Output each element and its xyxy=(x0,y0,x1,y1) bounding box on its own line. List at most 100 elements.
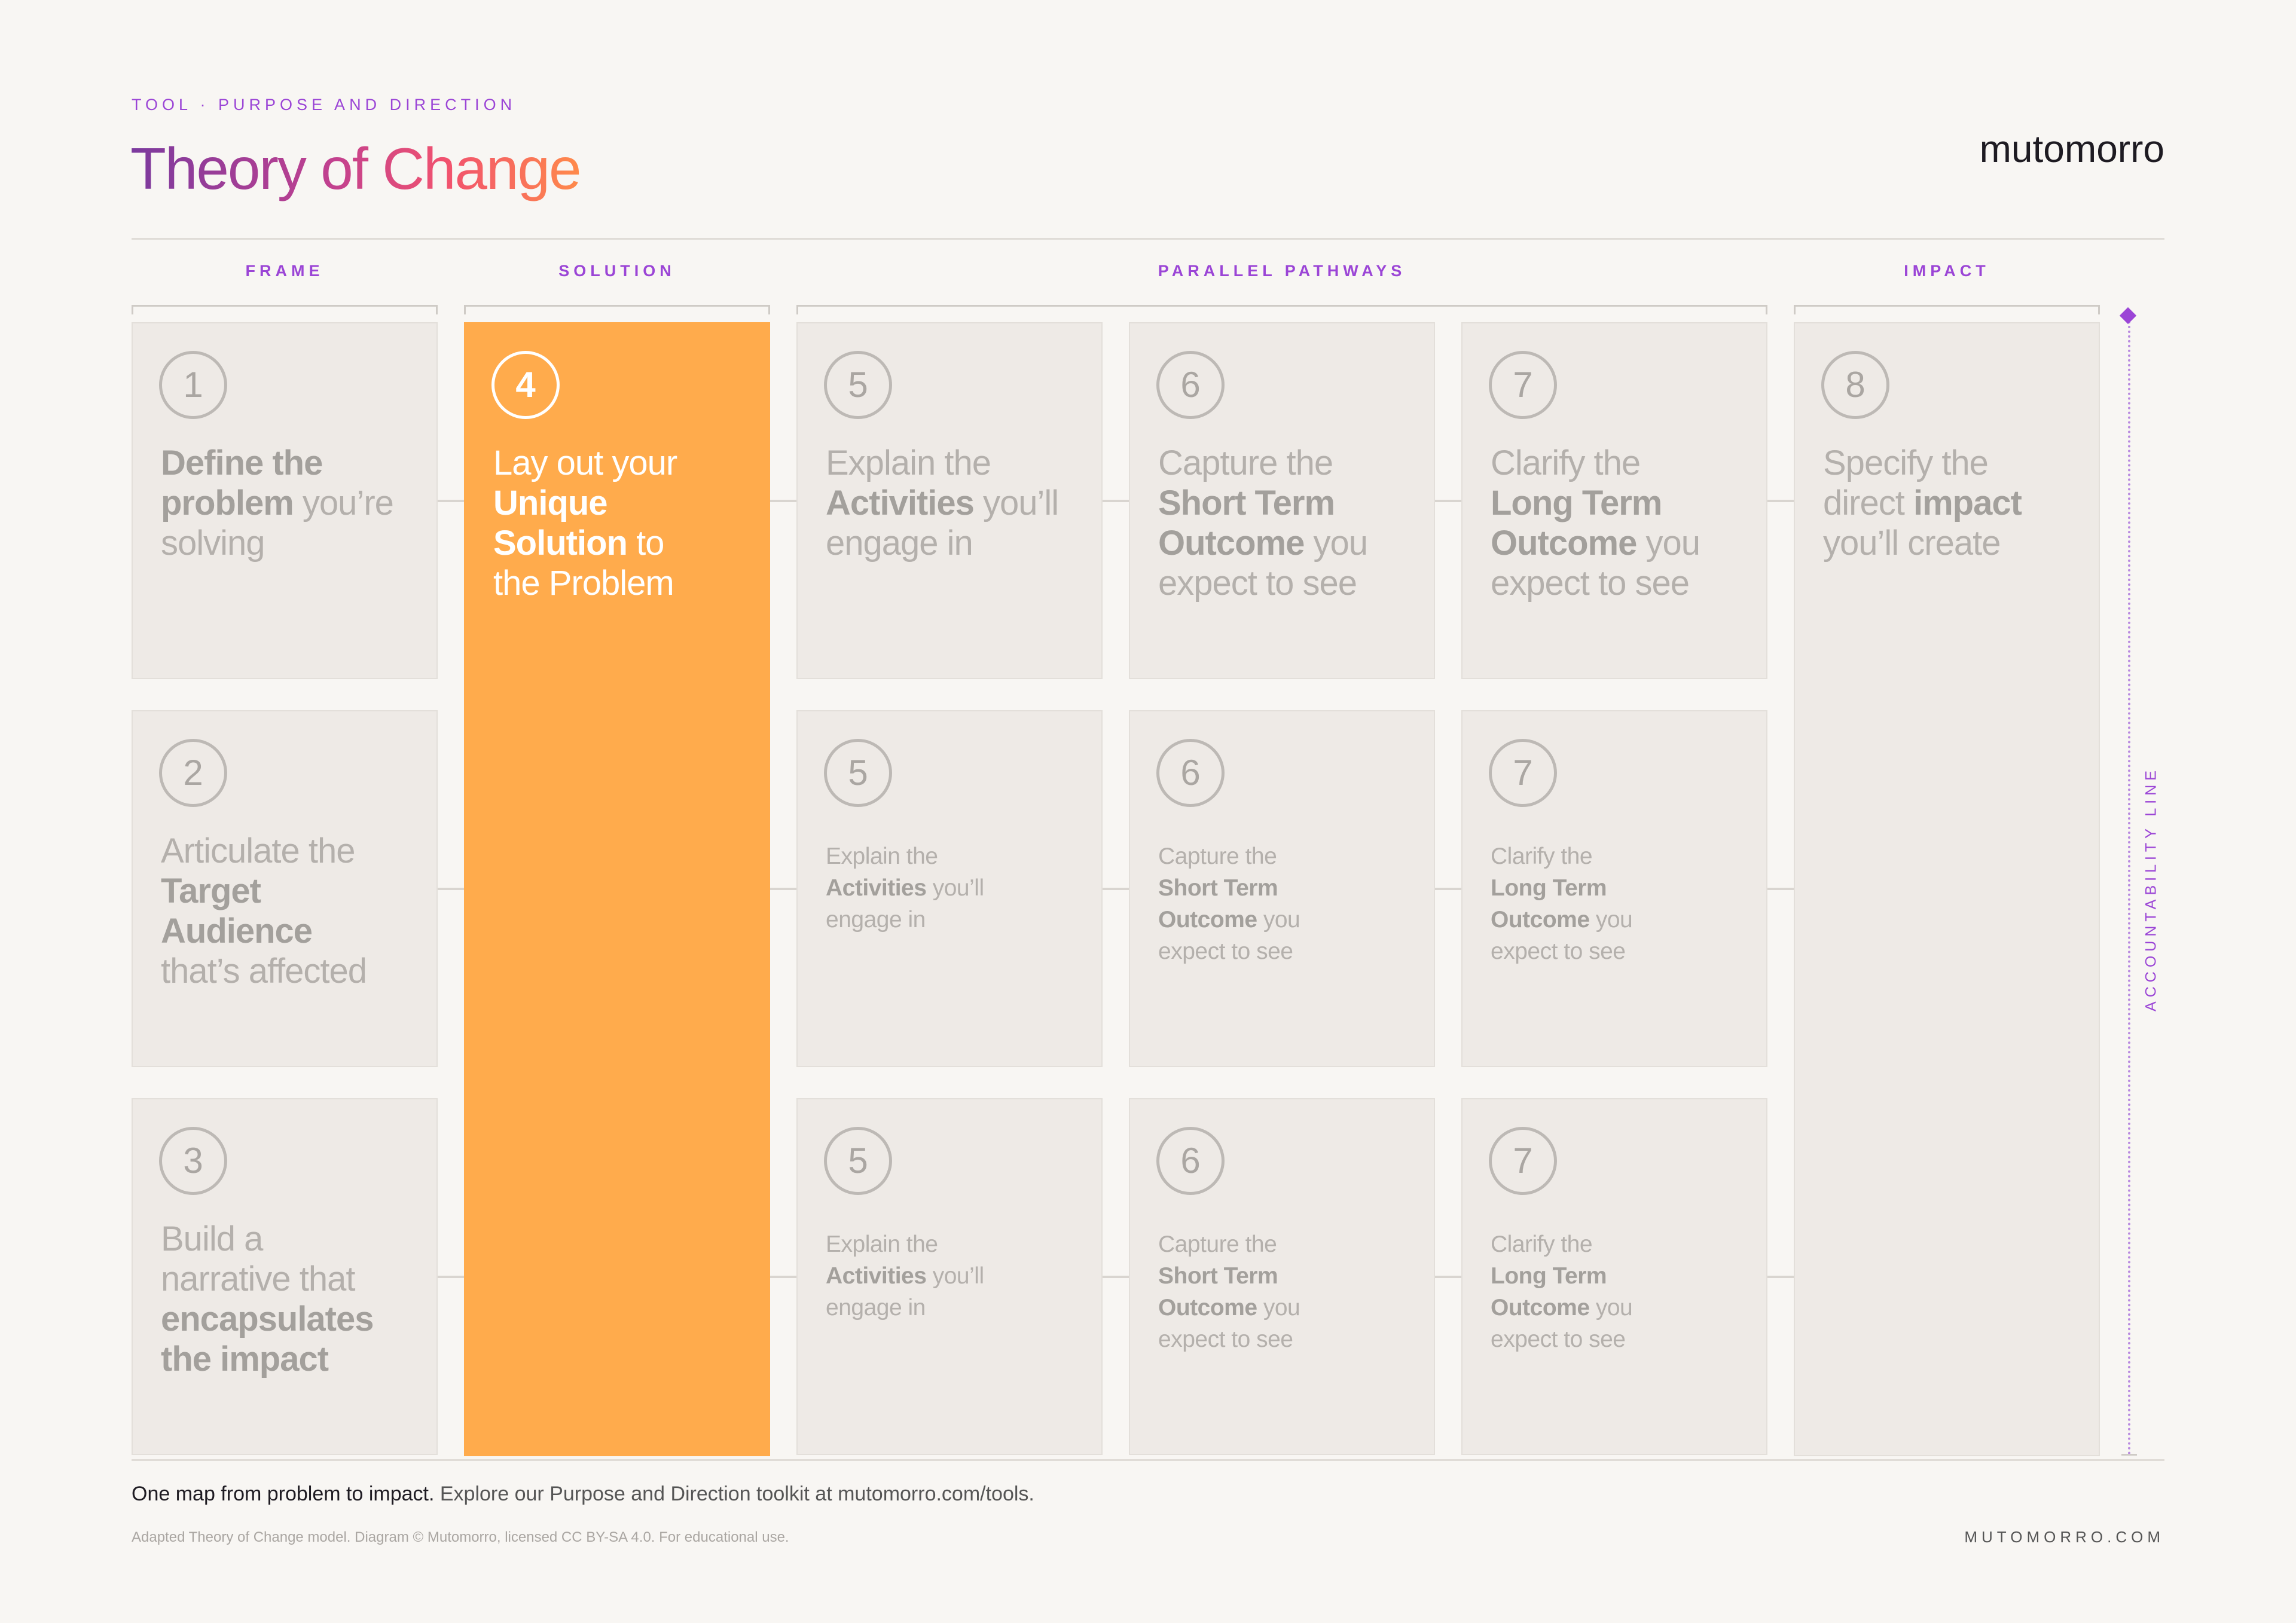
step-card: 5 Explain the Activities you’ll engage in xyxy=(796,710,1103,1067)
text-regular: expect to see xyxy=(1158,939,1293,964)
text-line: Long Term xyxy=(1491,483,1700,523)
text-regular: Capture the xyxy=(1158,843,1277,869)
text-bold: Outcome xyxy=(1158,1295,1257,1321)
text-bold: Long Term xyxy=(1491,1263,1607,1289)
text-regular: Capture the xyxy=(1158,1231,1277,1257)
text-line: Lay out your xyxy=(493,443,677,483)
text-line: Audience xyxy=(161,911,367,951)
group-bracket xyxy=(464,305,770,314)
text-bold: Activities xyxy=(826,1263,927,1289)
step-card: 7 Clarify the Long Term Outcome you expect t… xyxy=(1461,322,1767,679)
text-regular: Explain the xyxy=(826,444,991,482)
step-card: 7 Clarify the Long Term Outcome you expect t… xyxy=(1461,1098,1767,1455)
eyebrow: TOOL · PURPOSE AND DIRECTION xyxy=(132,96,517,114)
text-line: Explain the xyxy=(826,443,1058,483)
text-line: Outcome you xyxy=(1491,1292,1633,1324)
text-line: Long Term xyxy=(1491,1260,1632,1292)
step-number: 4 xyxy=(491,351,560,419)
text-line: narrative that xyxy=(161,1259,374,1299)
step-number: 7 xyxy=(1489,351,1557,419)
text-regular: you xyxy=(1589,907,1633,933)
text-line: Outcome you xyxy=(1158,1292,1300,1324)
text-line: Outcome you xyxy=(1491,523,1700,563)
text-bold: Target xyxy=(161,872,261,910)
text-line: Capture the xyxy=(1158,840,1300,872)
text-bold: Audience xyxy=(161,912,313,950)
text-regular: Clarify the xyxy=(1491,843,1593,869)
group-label: FRAME xyxy=(245,262,324,280)
text-line: problem you’re xyxy=(161,483,394,523)
step-text: Explain the Activities you’ll engage in xyxy=(826,443,1059,563)
title: Theory of Change xyxy=(130,133,581,204)
step-text: Clarify the Long Term Outcome you expect to… xyxy=(1491,443,1700,603)
text-line: that’s affected xyxy=(161,951,367,991)
text-regular: to xyxy=(627,524,664,563)
text-line: Activities you’ll xyxy=(826,872,984,904)
text-line: Long Term xyxy=(1491,872,1632,904)
text-line: the impact xyxy=(161,1339,374,1379)
text-line: expect to see xyxy=(1491,936,1632,967)
text-bold: Unique xyxy=(493,484,608,522)
text-line: engage in xyxy=(826,904,984,936)
text-regular: you’re xyxy=(293,484,394,522)
text-regular: engage in xyxy=(826,524,973,563)
text-line: you’ll create xyxy=(1823,523,2022,563)
group-bracket xyxy=(796,305,1767,314)
text-line: Define the xyxy=(161,443,393,483)
text-bold: Short Term xyxy=(1158,875,1278,901)
text-regular: engage in xyxy=(826,907,926,933)
text-regular: Clarify the xyxy=(1491,1231,1593,1257)
text-regular: Articulate the xyxy=(161,832,356,870)
accountability-end xyxy=(2121,1454,2137,1456)
text-line: Activities you’ll xyxy=(826,1260,984,1292)
text-bold: the impact xyxy=(161,1340,329,1379)
step-number: 7 xyxy=(1489,739,1557,807)
footer-note: One map from problem to impact. Explore … xyxy=(132,1483,1034,1506)
step-text: Define the problem you’re solving xyxy=(161,443,394,563)
text-line: direct impact xyxy=(1823,483,2022,523)
step-number: 8 xyxy=(1821,351,1889,419)
text-regular: that’s affected xyxy=(161,952,367,991)
step-card: 6 Capture the Short Term Outcome you expect … xyxy=(1129,1098,1435,1455)
text-line: Target xyxy=(161,871,367,911)
text-line: expect to see xyxy=(1491,1324,1632,1355)
text-line: Capture the xyxy=(1158,443,1367,483)
text-line: expect to see xyxy=(1158,563,1367,603)
step-text: Specify the direct impact you’ll create xyxy=(1823,443,2022,563)
group-bracket xyxy=(132,305,438,314)
text-bold: Activities xyxy=(826,484,975,522)
footer-text: Explore our Purpose and Direction toolki… xyxy=(434,1483,1034,1505)
text-bold: Outcome xyxy=(1491,524,1637,563)
group-label: SOLUTION xyxy=(558,262,676,280)
text-bold: Outcome xyxy=(1491,1295,1590,1321)
text-regular: you xyxy=(1257,1295,1300,1321)
step-text: Articulate the Target Audience that’s affec… xyxy=(161,831,367,991)
text-line: Short Term xyxy=(1158,1260,1300,1292)
text-bold: Short Term xyxy=(1158,1263,1278,1289)
step-card: 8 Specify the direct impact you’ll create xyxy=(1794,322,2100,1456)
text-regular: you xyxy=(1636,524,1700,563)
step-number: 6 xyxy=(1156,1127,1225,1195)
text-regular: you’ll xyxy=(926,1263,984,1289)
group-label: IMPACT xyxy=(1904,262,1990,280)
step-number: 3 xyxy=(159,1127,227,1195)
text-regular: Clarify the xyxy=(1491,444,1641,482)
step-number: 6 xyxy=(1156,739,1225,807)
text-regular: expect to see xyxy=(1491,564,1690,603)
connector xyxy=(132,1275,2100,1278)
text-line: expect to see xyxy=(1158,936,1300,967)
connector xyxy=(132,499,2100,502)
footer-lead: One map from problem to impact. xyxy=(132,1483,435,1505)
step-text: Capture the Short Term Outcome you expect t… xyxy=(1158,443,1368,603)
text-regular: direct xyxy=(1823,484,1913,522)
step-text: Capture the Short Term Outcome you expect t… xyxy=(1158,1228,1300,1355)
step-card: 1 Define the problem you’re solving xyxy=(132,322,438,679)
text-line: Explain the xyxy=(826,840,984,872)
text-regular: narrative that xyxy=(161,1260,356,1298)
text-bold: Long Term xyxy=(1491,484,1662,522)
step-card: 3 Build a narrative that encapsulates the im… xyxy=(132,1098,438,1455)
step-text: Explain the Activities you’ll engage in xyxy=(826,1228,984,1324)
step-card: 6 Capture the Short Term Outcome you expect … xyxy=(1129,710,1435,1067)
text-regular: expect to see xyxy=(1491,939,1626,964)
